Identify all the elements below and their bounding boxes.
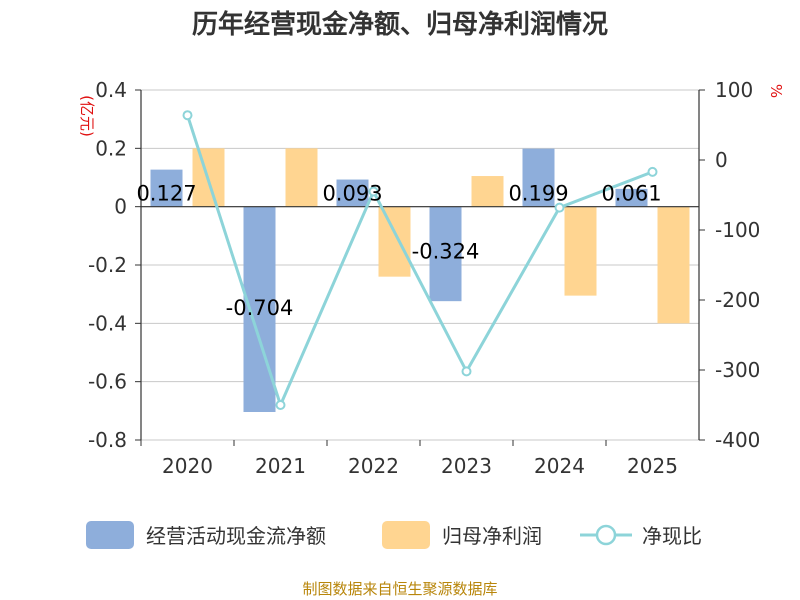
net-cash-ratio-point	[461, 366, 472, 377]
left-tick-label: -0.8	[88, 428, 127, 452]
net-profit-bar	[378, 206, 411, 277]
x-tick-label: 2025	[627, 454, 678, 478]
cash-flow-bar	[429, 206, 462, 302]
x-tick-label: 2024	[534, 454, 585, 478]
right-tick-label: 100	[715, 78, 753, 102]
legend-label-cash-flow: 经营活动现金流净额	[146, 524, 326, 548]
net-profit-bar	[657, 206, 690, 324]
cash-flow-data-label: 0.199	[508, 182, 568, 206]
axes: 0.4 0.2 0 -0.2 -0.4 -0.6 -0.8 100 0 -100 -200 -300 -…	[88, 78, 760, 478]
cash-flow-data-label: 0.093	[322, 182, 382, 206]
left-tick-label: 0	[114, 195, 127, 219]
net-profit-bar	[471, 176, 504, 207]
net-cash-ratio-point	[647, 166, 658, 177]
net-profit-bar	[564, 206, 597, 296]
bar-layer	[150, 148, 690, 412]
cash-flow-data-label: 0.127	[136, 182, 196, 206]
left-tick-label: -0.4	[88, 311, 127, 335]
cash-flow-data-label: 0.061	[601, 182, 661, 206]
right-tick-label: -100	[715, 218, 760, 242]
cash-flow-bar	[336, 179, 369, 207]
right-axis-unit: %	[767, 84, 785, 98]
cash-flow-bar	[522, 148, 555, 207]
right-tick-label: -200	[715, 288, 760, 312]
legend-swatch-cash-flow	[86, 521, 134, 549]
cash-flow-data-label: -0.704	[226, 296, 294, 320]
legend: 经营活动现金流净额 归母净利润 净现比	[86, 521, 702, 549]
source-note: 制图数据来自恒生聚源数据库	[302, 580, 497, 598]
cash-flow-bar	[150, 169, 183, 207]
net-cash-ratio-point	[182, 110, 193, 121]
x-tick-label: 2023	[441, 454, 492, 478]
chart-title: 历年经营现金净额、归母净利润情况	[192, 9, 608, 40]
net-cash-ratio-point	[554, 202, 565, 213]
left-axis-unit: (亿元)	[78, 95, 96, 137]
left-tick-label: 0.2	[95, 136, 127, 160]
x-tick-label: 2021	[255, 454, 306, 478]
net-cash-ratio-point	[275, 400, 286, 410]
left-tick-label: 0.4	[95, 78, 127, 102]
net-cash-ratio-line	[186, 114, 654, 410]
x-tick-label: 2022	[348, 454, 399, 478]
net-profit-bar	[285, 148, 318, 207]
cash-flow-data-label: -0.324	[412, 240, 480, 264]
net-cash-ratio-point	[368, 186, 379, 197]
right-tick-label: -300	[715, 358, 760, 382]
line-layer	[182, 110, 658, 410]
left-tick-label: -0.2	[88, 253, 127, 277]
legend-marker-net-cash-ratio	[595, 524, 617, 546]
legend-label-net-cash-ratio: 净现比	[642, 524, 702, 548]
right-tick-label: -400	[715, 428, 760, 452]
grid-lines	[141, 89, 699, 441]
cash-flow-bar	[615, 188, 648, 207]
data-labels: 0.127 -0.704 0.093 -0.324 0.199 0.061	[136, 182, 661, 320]
x-tick-label: 2020	[162, 454, 213, 478]
left-tick-label: -0.6	[88, 370, 127, 394]
right-tick-label: 0	[715, 148, 728, 172]
legend-label-net-profit: 归母净利润	[442, 524, 542, 548]
legend-swatch-net-profit	[382, 521, 430, 549]
